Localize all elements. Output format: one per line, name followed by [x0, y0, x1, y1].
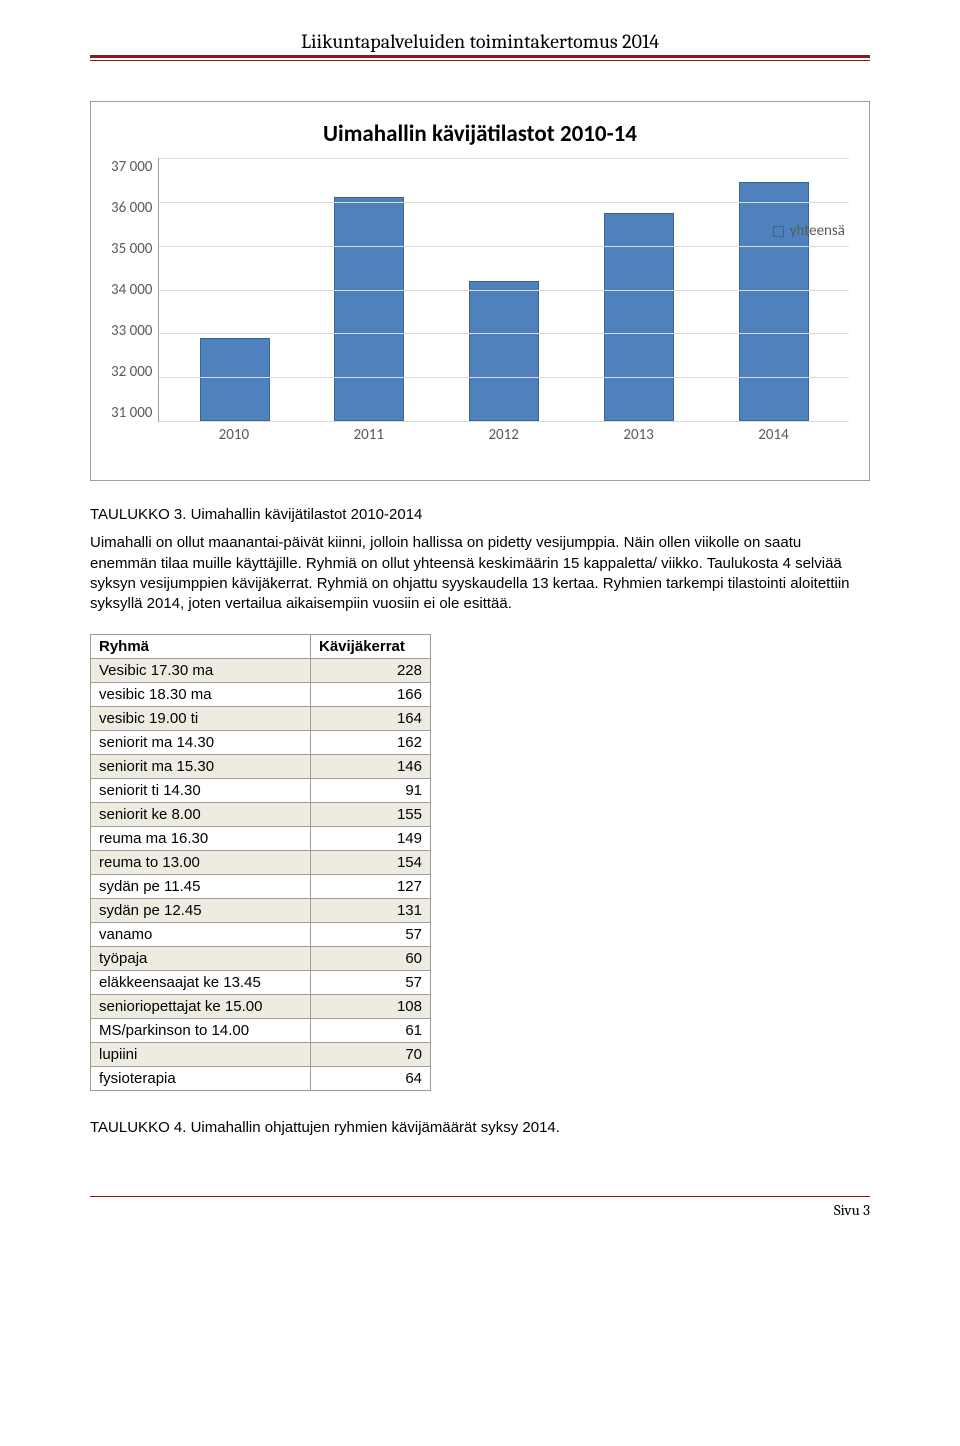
legend-label: yhteensä [790, 222, 845, 240]
table-row: sydän pe 11.45127 [91, 875, 431, 899]
table-row: fysioterapia64 [91, 1067, 431, 1091]
table-cell-group: senioriopettajat ke 15.00 [91, 995, 311, 1019]
table-cell-value: 154 [311, 851, 431, 875]
chart-container: Uimahallin kävijätilastot 2010-14 37 000… [90, 101, 870, 481]
table-cell-group: vesibic 19.00 ti [91, 707, 311, 731]
table-row: senioriopettajat ke 15.00108 [91, 995, 431, 1019]
table-row: seniorit ti 14.3091 [91, 779, 431, 803]
table-cell-group: reuma to 13.00 [91, 851, 311, 875]
table-cell-value: 64 [311, 1067, 431, 1091]
table-header-visits: Kävijäkerrat [311, 635, 431, 659]
table-cell-value: 166 [311, 683, 431, 707]
table-row: seniorit ke 8.00155 [91, 803, 431, 827]
table-row: reuma to 13.00154 [91, 851, 431, 875]
table-cell-group: vanamo [91, 923, 311, 947]
table-cell-value: 91 [311, 779, 431, 803]
table-cell-group: fysioterapia [91, 1067, 311, 1091]
table-cell-value: 57 [311, 923, 431, 947]
table-cell-value: 108 [311, 995, 431, 1019]
table-cell-value: 61 [311, 1019, 431, 1043]
table-cell-group: Vesibic 17.30 ma [91, 659, 311, 683]
table-cell-value: 127 [311, 875, 431, 899]
chart-plot [158, 158, 849, 422]
table-row: vesibic 18.30 ma166 [91, 683, 431, 707]
y-tick-label: 37 000 [111, 158, 152, 176]
legend-swatch-icon [773, 226, 784, 237]
table-cell-group: reuma ma 16.30 [91, 827, 311, 851]
gridline [159, 158, 849, 159]
table-cell-group: seniorit ke 8.00 [91, 803, 311, 827]
table-cell-group: seniorit ma 15.30 [91, 755, 311, 779]
table-cell-group: sydän pe 12.45 [91, 899, 311, 923]
table-cell-value: 155 [311, 803, 431, 827]
table-header-group: Ryhmä [91, 635, 311, 659]
table-row: Vesibic 17.30 ma228 [91, 659, 431, 683]
page-header-title: Liikuntapalveluiden toimintakertomus 201… [90, 30, 870, 53]
chart-y-axis: 37 000 36 000 35 000 34 000 33 000 32 000 31 0… [111, 158, 158, 422]
chart-bar [200, 338, 270, 421]
gridline [159, 290, 849, 291]
table-cell-group: seniorit ma 14.30 [91, 731, 311, 755]
y-tick-label: 33 000 [111, 322, 152, 340]
chart-title: Uimahallin kävijätilastot 2010-14 [111, 120, 849, 148]
table-row: reuma ma 16.30149 [91, 827, 431, 851]
table-row: lupiini70 [91, 1043, 431, 1067]
x-tick-label: 2011 [334, 426, 404, 444]
group-table: Ryhmä Kävijäkerrat Vesibic 17.30 ma228ve… [90, 634, 431, 1091]
header-double-rule [90, 55, 870, 61]
table-row: sydän pe 12.45131 [91, 899, 431, 923]
chart-bar [334, 197, 404, 421]
gridline [159, 202, 849, 203]
x-tick-label: 2013 [604, 426, 674, 444]
table-row: MS/parkinson to 14.0061 [91, 1019, 431, 1043]
page-number: Sivu 3 [834, 1201, 870, 1219]
table-cell-group: eläkkeensaajat ke 13.45 [91, 971, 311, 995]
table-row: vesibic 19.00 ti164 [91, 707, 431, 731]
chart-area: 37 000 36 000 35 000 34 000 33 000 32 000 31 0… [111, 158, 849, 468]
gridline [159, 246, 849, 247]
y-tick-label: 34 000 [111, 281, 152, 299]
table-cell-value: 149 [311, 827, 431, 851]
body-text-block: TAULUKKO 3. Uimahallin kävijätilastot 20… [90, 505, 870, 614]
page-footer: Sivu 3 [90, 1196, 870, 1219]
x-tick-label: 2014 [738, 426, 808, 444]
y-tick-label: 35 000 [111, 240, 152, 258]
x-tick-label: 2010 [199, 426, 269, 444]
gridline [159, 333, 849, 334]
taulukko3-caption: TAULUKKO 3. Uimahallin kävijätilastot 20… [90, 505, 870, 525]
table-cell-value: 146 [311, 755, 431, 779]
chart-bar [604, 213, 674, 421]
table-cell-value: 131 [311, 899, 431, 923]
table-cell-group: vesibic 18.30 ma [91, 683, 311, 707]
table-row: seniorit ma 14.30162 [91, 731, 431, 755]
taulukko4-caption: TAULUKKO 4. Uimahallin ohjattujen ryhmie… [90, 1119, 870, 1136]
chart-x-axis: 2010 2011 2012 2013 2014 [158, 422, 849, 444]
y-tick-label: 36 000 [111, 199, 152, 217]
gridline [159, 421, 849, 422]
table-cell-value: 164 [311, 707, 431, 731]
table-cell-group: työpaja [91, 947, 311, 971]
table-cell-value: 60 [311, 947, 431, 971]
chart-legend: yhteensä [773, 222, 845, 240]
table-cell-group: seniorit ti 14.30 [91, 779, 311, 803]
table-row: eläkkeensaajat ke 13.4557 [91, 971, 431, 995]
table-cell-value: 162 [311, 731, 431, 755]
table-row: seniorit ma 15.30146 [91, 755, 431, 779]
table-cell-value: 57 [311, 971, 431, 995]
gridline [159, 377, 849, 378]
chart-bar [469, 281, 539, 421]
table-row: vanamo57 [91, 923, 431, 947]
x-tick-label: 2012 [469, 426, 539, 444]
y-tick-label: 32 000 [111, 363, 152, 381]
table-cell-group: MS/parkinson to 14.00 [91, 1019, 311, 1043]
chart-bar [739, 182, 809, 421]
y-tick-label: 31 000 [111, 404, 152, 422]
table-cell-value: 228 [311, 659, 431, 683]
table-cell-group: lupiini [91, 1043, 311, 1067]
table-cell-group: sydän pe 11.45 [91, 875, 311, 899]
table-cell-value: 70 [311, 1043, 431, 1067]
table-row: työpaja60 [91, 947, 431, 971]
body-paragraph: Uimahalli on ollut maanantai-päivät kiin… [90, 533, 870, 614]
